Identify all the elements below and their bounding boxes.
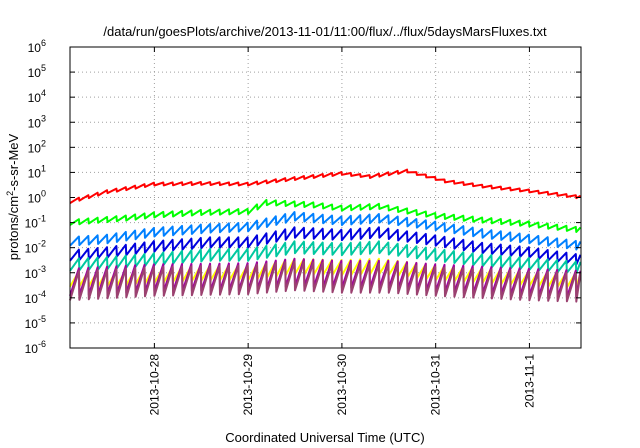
y-tick-label-exp: 0 xyxy=(41,189,46,199)
y-tick-label-exp: -3 xyxy=(38,264,46,274)
y-tick-label: 10-3 xyxy=(25,264,46,281)
y-tick-label-base: 10 xyxy=(28,41,42,55)
y-tick-label-base: 10 xyxy=(25,242,39,256)
y-axis-label: protons/cm2-s-sr-MeV xyxy=(5,133,21,260)
y-tick-label-base: 10 xyxy=(28,141,42,155)
y-tick-label: 10-4 xyxy=(25,289,46,306)
y-tick-label: 105 xyxy=(28,63,46,80)
y-tick-label-base: 10 xyxy=(28,116,42,130)
y-tick-label: 106 xyxy=(28,38,46,55)
x-tick-label: 2013-10-28 xyxy=(147,354,161,416)
y-tick-label-exp: -6 xyxy=(38,339,46,349)
series-line-4 xyxy=(69,240,582,275)
x-tick-label: 2013-11-1 xyxy=(522,354,536,408)
y-tick-label: 100 xyxy=(28,189,46,206)
x-axis-label: Coordinated Universal Time (UTC) xyxy=(225,430,424,445)
y-axis-label-rest: -s-sr-MeV xyxy=(6,133,21,190)
x-tick-label: 2013-10-29 xyxy=(241,354,255,416)
y-tick-label-exp: -5 xyxy=(38,314,46,324)
series-line-1 xyxy=(69,198,582,233)
y-tick-label-base: 10 xyxy=(28,192,42,206)
y-tick-label: 101 xyxy=(28,163,46,180)
y-tick-label-base: 10 xyxy=(25,292,39,306)
series-line-0 xyxy=(69,168,581,204)
y-tick-label-exp: 6 xyxy=(41,38,46,48)
y-tick-label-exp: 2 xyxy=(41,138,46,148)
series-line-3 xyxy=(69,226,582,266)
y-tick-label-exp: 3 xyxy=(41,113,46,123)
y-tick-label: 102 xyxy=(28,138,46,155)
grid-layer xyxy=(70,47,581,348)
y-tick-label-exp: 1 xyxy=(41,163,46,173)
x-tick-label: 2013-10-31 xyxy=(429,354,443,416)
x-tick-label: 2013-10-30 xyxy=(335,354,349,416)
y-tick-label-exp: 4 xyxy=(41,88,46,98)
series-line-7 xyxy=(69,260,582,303)
y-tick-label-exp: 5 xyxy=(41,63,46,73)
y-tick-label-base: 10 xyxy=(28,166,42,180)
y-tick-label: 10-5 xyxy=(25,314,46,331)
y-tick-label-base: 10 xyxy=(25,267,39,281)
y-tick-label-exp: -2 xyxy=(38,239,46,249)
y-tick-label-exp: -1 xyxy=(38,214,46,224)
y-tick-label: 104 xyxy=(28,88,46,105)
y-tick-label-base: 10 xyxy=(25,342,39,356)
chart-title: /data/run/goesPlots/archive/2013-11-01/1… xyxy=(103,24,547,39)
y-tick-label-base: 10 xyxy=(25,317,39,331)
y-tick-label: 10-2 xyxy=(25,239,46,256)
y-axis: 10610510410310210110010-110-210-310-410-… xyxy=(25,38,581,356)
series-layer xyxy=(69,168,582,303)
y-axis-label-sup: 2 xyxy=(5,191,15,196)
series-line-2 xyxy=(69,211,582,251)
y-tick-label-base: 10 xyxy=(28,91,42,105)
y-axis-label-base: protons/cm xyxy=(6,196,21,260)
y-tick-label: 10-1 xyxy=(25,214,46,231)
y-tick-label: 103 xyxy=(28,113,46,130)
y-tick-label-base: 10 xyxy=(25,217,39,231)
y-tick-label: 10-6 xyxy=(25,339,46,356)
x-axis: 2013-10-28 2013-10-29 2013-10-30 2013-10-31… xyxy=(147,47,536,415)
y-tick-label-base: 10 xyxy=(28,66,42,80)
y-tick-label-exp: -4 xyxy=(38,289,46,299)
